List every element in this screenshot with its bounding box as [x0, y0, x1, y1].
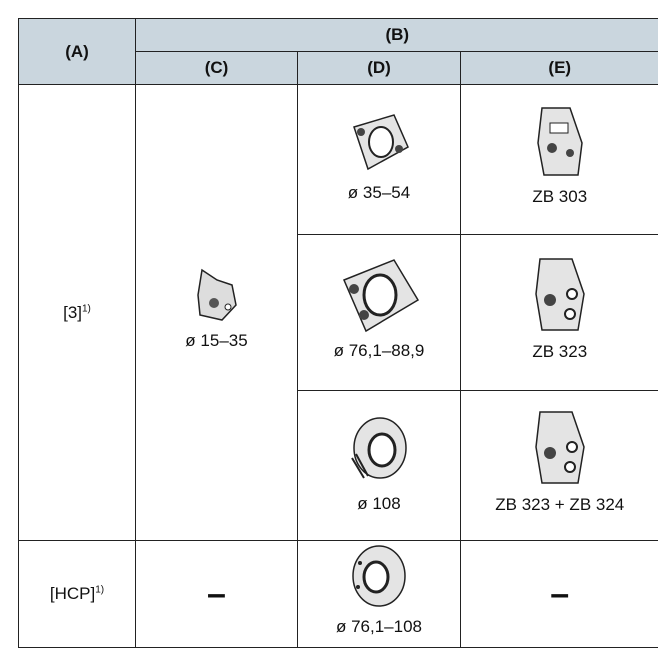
- size: ø 76,1–88,9: [333, 340, 425, 360]
- size: ø 76,1–108: [335, 617, 422, 636]
- label: [HCP]: [49, 584, 96, 603]
- tool-icon: [351, 416, 407, 479]
- cell: ø 76,1–88,9: [297, 234, 461, 391]
- empty-mark: –: [550, 574, 570, 613]
- model: ZB 303: [532, 186, 588, 206]
- tool-icon: [196, 268, 237, 321]
- cell: –: [135, 540, 298, 648]
- tool-icon: [536, 106, 583, 176]
- row-label: [3]1): [18, 84, 136, 541]
- footnote: 1): [82, 302, 91, 314]
- cell: ZB 303: [459, 84, 658, 235]
- tool-icon: [352, 545, 406, 607]
- size: ø 108: [357, 493, 401, 513]
- tool-icon: [353, 113, 409, 170]
- tool-icon: [534, 410, 585, 484]
- header-cell: (D): [297, 51, 461, 85]
- tool-icon: [343, 258, 420, 332]
- footnote: 1): [95, 584, 105, 596]
- size: ø 15–35: [185, 330, 248, 350]
- header-cell: (A): [18, 18, 136, 85]
- model: ZB 323: [532, 341, 588, 361]
- label: [3]: [63, 302, 82, 322]
- cell: ø 35–54: [297, 84, 461, 235]
- empty-mark: –: [207, 574, 226, 613]
- cell: ø 76,1–108: [297, 540, 461, 648]
- header-cell: (C): [135, 51, 298, 85]
- tool-icon: [534, 257, 585, 331]
- model: ZB 323 + ZB 324: [495, 494, 625, 514]
- cell: ZB 323 + ZB 324: [459, 390, 658, 541]
- cell: –: [459, 540, 658, 648]
- cell: ø 108: [297, 390, 461, 541]
- header-cell: (B): [134, 18, 658, 52]
- cell: ZB 323: [459, 234, 658, 391]
- row-label: [HCP]1): [18, 540, 136, 648]
- cell: ø 15–35: [135, 84, 298, 541]
- compatibility-table: (A) (B) (C) (D) (E) [3]1) ø 15–35 ø 35–5…: [18, 18, 658, 648]
- header-cell: (E): [459, 51, 658, 85]
- size: ø 35–54: [347, 182, 411, 202]
